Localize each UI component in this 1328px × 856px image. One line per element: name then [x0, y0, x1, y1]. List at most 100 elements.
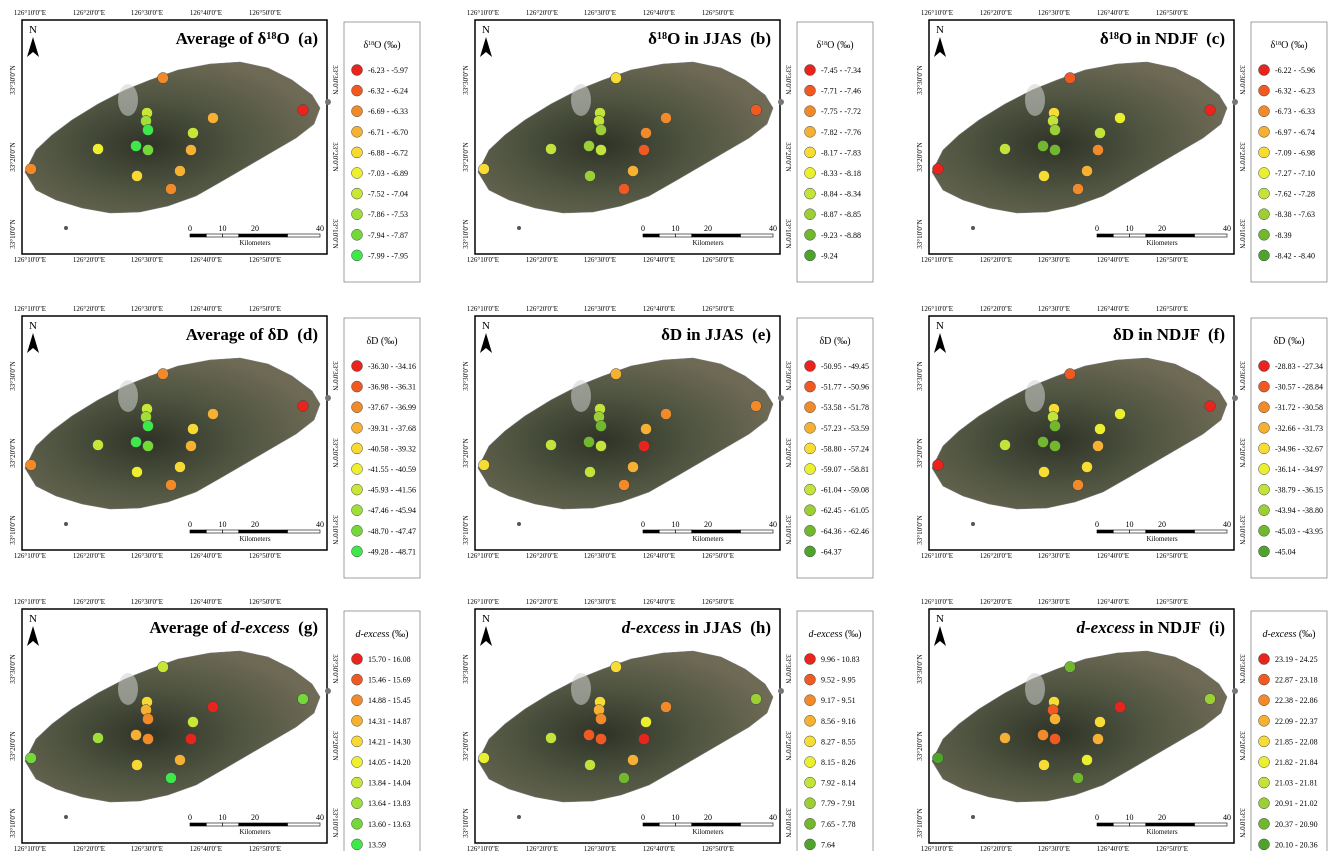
scale-label: 20 [1158, 520, 1166, 529]
legend-label: 14.31 - 14.87 [368, 717, 411, 726]
scale-label: 0 [1095, 813, 1099, 822]
scale-segment [1162, 530, 1195, 533]
legend-swatch [1259, 361, 1270, 372]
legend-label: -43.94 - -38.80 [1275, 506, 1323, 515]
scale-segment [1195, 530, 1228, 533]
north-label: N [936, 320, 944, 332]
lon-label: 126°30'0"E [1038, 552, 1070, 560]
lon-label: 126°40'0"E [643, 256, 675, 264]
station [143, 421, 154, 432]
lat-label: 33°10'0"N [9, 219, 17, 248]
islet [1232, 395, 1238, 401]
legend-label: 9.17 - 9.51 [821, 696, 856, 705]
lat-label: 33°20'0"N [9, 438, 17, 467]
legend-label: 7.92 - 8.14 [821, 779, 856, 788]
scale-unit: Kilometers [692, 535, 723, 543]
legend-swatch [352, 65, 363, 76]
lon-label: 126°20'0"E [526, 598, 558, 606]
text-part: Average of δ [176, 29, 267, 48]
lat-label: 33°10'0"N [331, 515, 339, 544]
islet [64, 522, 68, 526]
lon-label: 126°50'0"E [702, 256, 734, 264]
station [596, 145, 607, 156]
station [641, 717, 652, 728]
legend-swatch [352, 126, 363, 137]
lon-label: 126°20'0"E [980, 256, 1012, 264]
lon-label: 126°20'0"E [980, 305, 1012, 313]
scale-segment [1097, 823, 1113, 826]
legend-label: -45.03 - -43.95 [1275, 527, 1323, 536]
lon-label: 126°20'0"E [73, 256, 105, 264]
legend-label: 15.46 - 15.69 [368, 676, 411, 685]
station [1065, 662, 1076, 673]
station [628, 166, 639, 177]
text-part: δD (‰) [1273, 336, 1304, 347]
legend-swatch [805, 65, 816, 76]
scale-label: 10 [1126, 520, 1134, 529]
scale-label: 0 [188, 813, 192, 822]
lat-label: 33°20'0"N [462, 731, 470, 760]
legend-label: 13.84 - 14.04 [368, 779, 411, 788]
legend-label: -7.52 - -7.04 [368, 190, 408, 199]
scale-segment [643, 823, 659, 826]
scale-unit: Kilometers [239, 535, 270, 543]
legend-label: 20.37 - 20.90 [1275, 820, 1318, 829]
legend-box [344, 611, 420, 851]
scale-label: 40 [1223, 813, 1231, 822]
legend-swatch [805, 484, 816, 495]
legend-swatch [1259, 546, 1270, 557]
legend-label: -7.86 - -7.53 [368, 210, 408, 219]
station [186, 145, 197, 156]
legend-label: -57.23 - -53.59 [821, 424, 869, 433]
lon-label: 126°50'0"E [249, 9, 281, 17]
legend-title: δD (‰) [1273, 336, 1304, 347]
map-panel: 126°10'0"E126°10'0"E126°20'0"E126°20'0"E… [916, 305, 1327, 578]
text-part: δD in NDJF (f) [1113, 325, 1225, 344]
page: {"common":{"lon_labels":["126°10'0\"E","… [0, 0, 1328, 851]
text-part: O (‰) [374, 40, 400, 51]
scale-label: 20 [1158, 813, 1166, 822]
legend-label: -28.83 - -27.34 [1275, 362, 1323, 371]
lat-label: 33°30'0"N [784, 65, 792, 94]
lon-label: 126°20'0"E [73, 9, 105, 17]
station [208, 409, 219, 420]
legend-label: 9.52 - 9.95 [821, 676, 856, 685]
scale-label: 40 [1223, 520, 1231, 529]
scale-segment [741, 530, 774, 533]
scale-label: 20 [704, 520, 712, 529]
station [93, 144, 104, 155]
lon-label: 126°30'0"E [584, 9, 616, 17]
lon-label: 126°40'0"E [1097, 256, 1129, 264]
lon-label: 126°20'0"E [980, 9, 1012, 17]
legend-label: -62.45 - -61.05 [821, 506, 869, 515]
scale-label: 0 [188, 224, 192, 233]
lat-label: 33°20'0"N [462, 438, 470, 467]
lon-label: 126°50'0"E [702, 552, 734, 560]
scale-label: 20 [1158, 224, 1166, 233]
lat-label: 33°30'0"N [331, 361, 339, 390]
station [1115, 702, 1126, 713]
legend-label: -8.84 - -8.34 [821, 190, 861, 199]
lon-label: 126°30'0"E [131, 256, 163, 264]
legend-swatch [805, 505, 816, 516]
scale-label: 10 [672, 224, 680, 233]
legend-label: 20.10 - 20.36 [1275, 840, 1318, 849]
legend-label: -59.07 - -58.81 [821, 465, 869, 474]
legend-title: δD (‰) [819, 336, 850, 347]
station [1115, 113, 1126, 124]
legend-label: 21.85 - 22.08 [1275, 737, 1318, 746]
lat-label: 33°30'0"N [1238, 65, 1246, 94]
station [1095, 424, 1106, 435]
scale-label: 10 [1126, 224, 1134, 233]
station [628, 462, 639, 473]
legend-swatch [352, 505, 363, 516]
islet [325, 99, 331, 105]
legend-swatch [805, 736, 816, 747]
station [751, 694, 762, 705]
islet [971, 226, 975, 230]
legend-box [797, 611, 873, 851]
legend-swatch [352, 715, 363, 726]
station [1082, 755, 1093, 766]
legend-swatch [352, 229, 363, 240]
scale-segment [1113, 823, 1129, 826]
